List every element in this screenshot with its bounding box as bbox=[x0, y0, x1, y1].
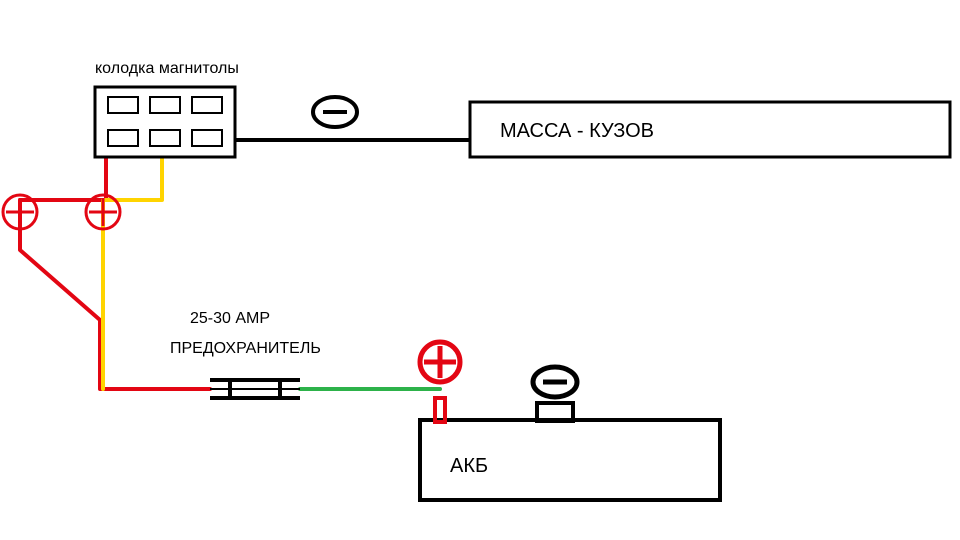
chassis-label: МАССА - КУЗОВ bbox=[500, 120, 654, 143]
fuse-name-label: ПРЕДОХРАНИТЕЛЬ bbox=[170, 340, 321, 358]
connector-title-label: колодка магнитолы bbox=[95, 60, 239, 78]
battery-label: АКБ bbox=[450, 455, 488, 478]
fuse-rating-label: 25-30 АМР bbox=[190, 310, 270, 328]
